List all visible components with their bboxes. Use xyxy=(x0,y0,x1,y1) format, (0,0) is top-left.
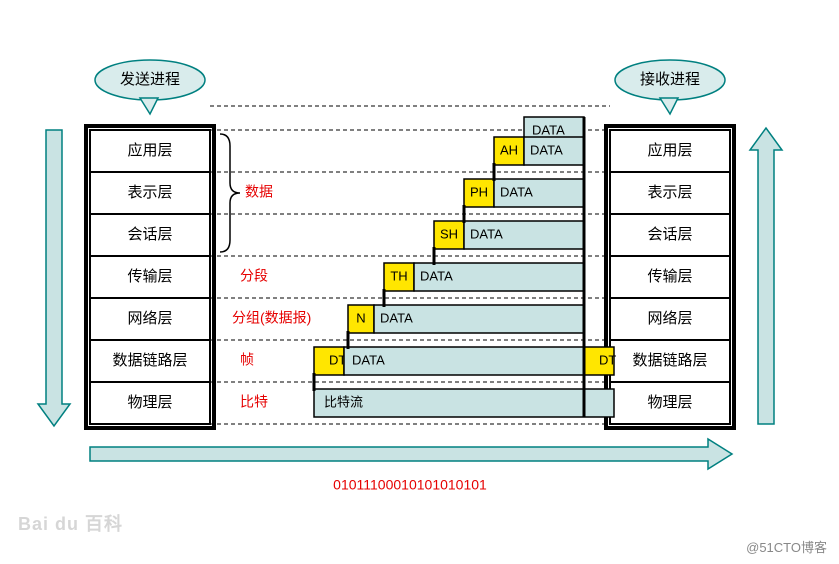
right-layer-label: 网络层 xyxy=(647,310,692,327)
red-label-bit: 比特 xyxy=(240,394,268,410)
right-layer-label: 应用层 xyxy=(647,141,692,159)
right-layer-label: 会话层 xyxy=(647,226,692,243)
red-label-packet: 分组(数据报) xyxy=(232,310,311,326)
encap-app-data-label: DATA xyxy=(530,142,563,157)
left-layer-label: 数据链路层 xyxy=(112,352,187,369)
left-layer-label: 应用层 xyxy=(127,141,172,159)
encap-phys-label: 比特流 xyxy=(324,394,363,409)
send-bubble-label: 发送进程 xyxy=(120,71,180,88)
send-bubble-tail xyxy=(140,98,158,114)
bottom-arrow xyxy=(90,439,732,469)
encap-app-hdr-label: AH xyxy=(500,142,518,157)
recv-bubble-label: 接收进程 xyxy=(640,71,700,88)
encap-dlink-trl-label: DT xyxy=(599,352,616,367)
left-layer-label: 表示层 xyxy=(127,184,172,201)
left-layer-label: 传输层 xyxy=(127,268,172,285)
right-layer-label: 数据链路层 xyxy=(632,352,707,369)
encap-pres-hdr-label: PH xyxy=(470,184,488,199)
encap-net-hdr-label: N xyxy=(356,310,365,325)
watermark-51cto: @51CTO博客 xyxy=(746,537,827,556)
watermark-baidu: Bai du 百科 xyxy=(18,510,123,536)
right-layer-label: 表示层 xyxy=(647,184,692,201)
left-layer-label: 物理层 xyxy=(127,394,172,411)
encap-dlink-data-label: DATA xyxy=(352,352,385,367)
encap-trans-hdr-label: TH xyxy=(390,268,407,283)
right-layer-label: 物理层 xyxy=(647,394,692,411)
encap-pres-data-label: DATA xyxy=(500,184,533,199)
up-arrow xyxy=(750,128,782,424)
encap-sess-data-label: DATA xyxy=(470,226,503,241)
left-layer-label: 网络层 xyxy=(127,310,172,327)
red-label-segment: 分段 xyxy=(240,268,268,284)
red-label-frame: 帧 xyxy=(240,352,254,368)
encap-sess-hdr-label: SH xyxy=(440,226,458,241)
down-arrow xyxy=(38,130,70,426)
brace xyxy=(220,134,240,252)
bitstream-label: 01011100010101010101 xyxy=(333,477,487,493)
right-layer-label: 传输层 xyxy=(647,268,692,285)
red-label-data: 数据 xyxy=(245,184,273,200)
recv-bubble-tail xyxy=(660,98,678,114)
left-layer-label: 会话层 xyxy=(127,226,172,243)
encap-trans-data-label: DATA xyxy=(420,268,453,283)
encap-top-data-label: DATA xyxy=(532,122,565,137)
encap-net-data-label: DATA xyxy=(380,310,413,325)
